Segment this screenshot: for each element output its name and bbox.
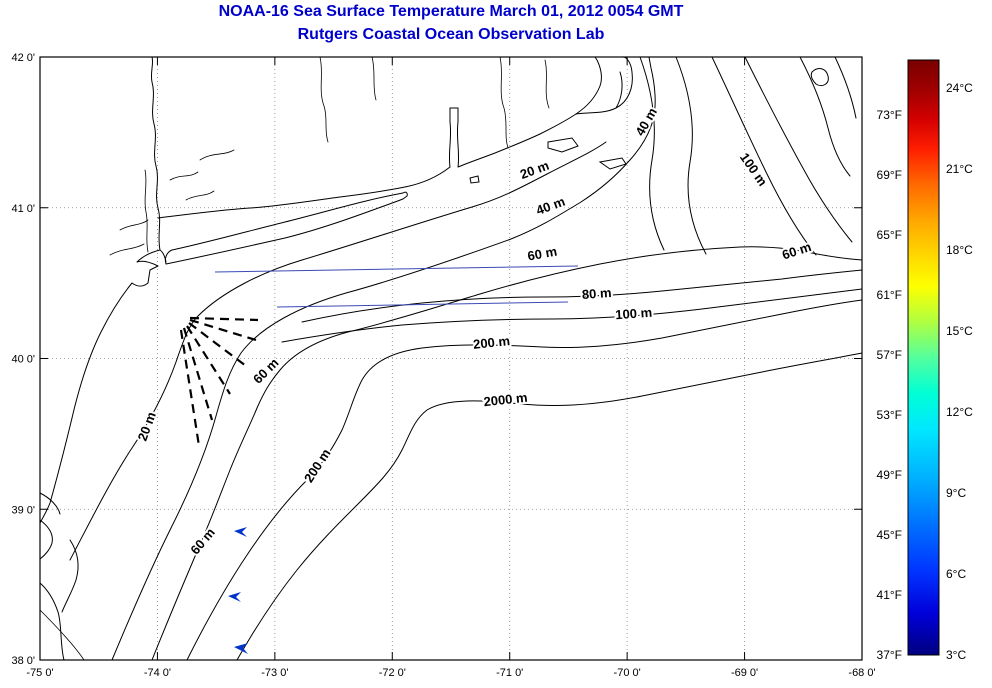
contour-100m-east [711,56,817,256]
colorbar-fahrenheit-label: 41°F [877,588,902,602]
axis-ticks [39,56,863,661]
y-tick-label: 40 0' [11,354,35,366]
coastal-inlet [39,492,61,515]
y-tick-label: 39 0' [11,504,35,516]
x-tick-label: -71 0' [496,667,523,679]
coastline-new-jersey [39,265,159,524]
inner-shelf-contour-sw [39,609,85,661]
contour-label: 200 m [301,446,334,485]
colorbar-fahrenheit-label: 57°F [877,348,902,362]
colorbar-fahrenheit-label: 73°F [877,108,902,122]
colorbar-celsius-label: 21°C [946,162,973,176]
x-tick-label: -69 0' [731,667,758,679]
y-tick-label: 42 0' [11,52,35,64]
contour-100m [281,288,863,343]
contour-200m [186,299,863,661]
plot-frame [39,56,863,661]
colorbar-celsius-label: 24°C [946,81,973,95]
y-tick-label: 38 0' [11,655,35,667]
map-drawing [39,56,863,661]
x-tick-label: -75 0' [26,667,53,679]
page-subtitle: Rutgers Coastal Ocean Observation Lab [297,26,605,43]
x-tick-label: -74 0' [144,667,171,679]
narragansett-bay-coast [448,107,541,168]
colorbar-fahrenheit-label: 69°F [877,168,902,182]
long-island [164,191,408,265]
contour-2000m [236,352,863,661]
contour-label: 80 m [581,285,612,302]
colorbar-celsius-label: 12°C [946,405,973,419]
x-tick-label: -72 0' [379,667,406,679]
station-marker-3 [234,643,248,654]
terrain-contours [109,149,235,256]
contour-label: 60 m [250,355,282,387]
contour-label: 40 m [534,194,567,218]
connecticut-coast [157,166,451,219]
contour-60m [151,246,863,661]
colorbar-fahrenheit-label: 45°F [877,528,902,542]
transect-line-2 [276,301,569,308]
inland-rivers [319,56,550,149]
colorbar-fahrenheit-label: 65°F [877,228,902,242]
colorbar-fahrenheit-label: 49°F [877,468,902,482]
colorbar-celsius-label: 9°C [946,486,966,500]
colorbar: 73°F 69°F 65°F 61°F 57°F 53°F 49°F 45°F 41°F 37°F… [877,59,973,662]
contour-40m [111,56,656,661]
contour-label: 20 m [135,410,159,443]
hudson-river [150,56,161,251]
contour-label: 100 m [615,305,653,323]
y-axis-labels: 42 0' 41 0' 40 0' 39 0' 38 0' [11,52,35,667]
colorbar-celsius-label: 6°C [946,567,966,581]
contour-label: 60 m [780,239,813,262]
colorbar-fahrenheit-label: 37°F [877,648,902,662]
hudson-west-bank [144,169,149,253]
northeast-shoals-contours [639,56,857,255]
colorbar-celsius-label: 18°C [946,243,973,257]
buzzards-bay-coast [539,56,602,135]
contour-label: 100 m [737,150,770,189]
contour-label: 20 m [518,158,551,182]
colorbar-fahrenheit-label: 61°F [877,288,902,302]
x-tick-label: -70 0' [614,667,641,679]
contour-20m [69,141,607,561]
transect-line-1 [214,265,579,273]
raritan-bay [136,249,167,267]
delaware-bay-shore [39,519,53,560]
station-marker-1 [234,527,247,537]
delmarva-coast [39,582,65,661]
contour-label: 40 m [632,105,660,138]
contour-label: 2000 m [483,390,528,410]
x-axis-labels: -75 0' -74 0' -73 0' -72 0' -71 0' -70 0' -69 … [26,667,875,679]
colorbar-celsius-label: 15°C [946,324,973,338]
station-marker-2 [228,592,241,602]
contour-label: 60 m [526,244,558,264]
contour-80m [301,269,863,323]
cape-cod [575,56,633,115]
barrier-island [61,539,79,613]
hudson-shelf-valley-dashed-lines [179,316,259,447]
y-tick-label: 41 0' [11,203,35,215]
contour-label: 60 m [187,525,218,557]
colorbar-celsius-label: 3°C [946,648,966,662]
page-title: NOAA-16 Sea Surface Temperature March 01… [218,3,684,20]
gridlines [40,57,862,660]
contour-label: 200 m [472,333,510,352]
colorbar-gradient [907,59,940,656]
colorbar-fahrenheit-label: 53°F [877,408,902,422]
x-tick-label: -68 0' [848,667,875,679]
x-tick-label: -73 0' [261,667,288,679]
